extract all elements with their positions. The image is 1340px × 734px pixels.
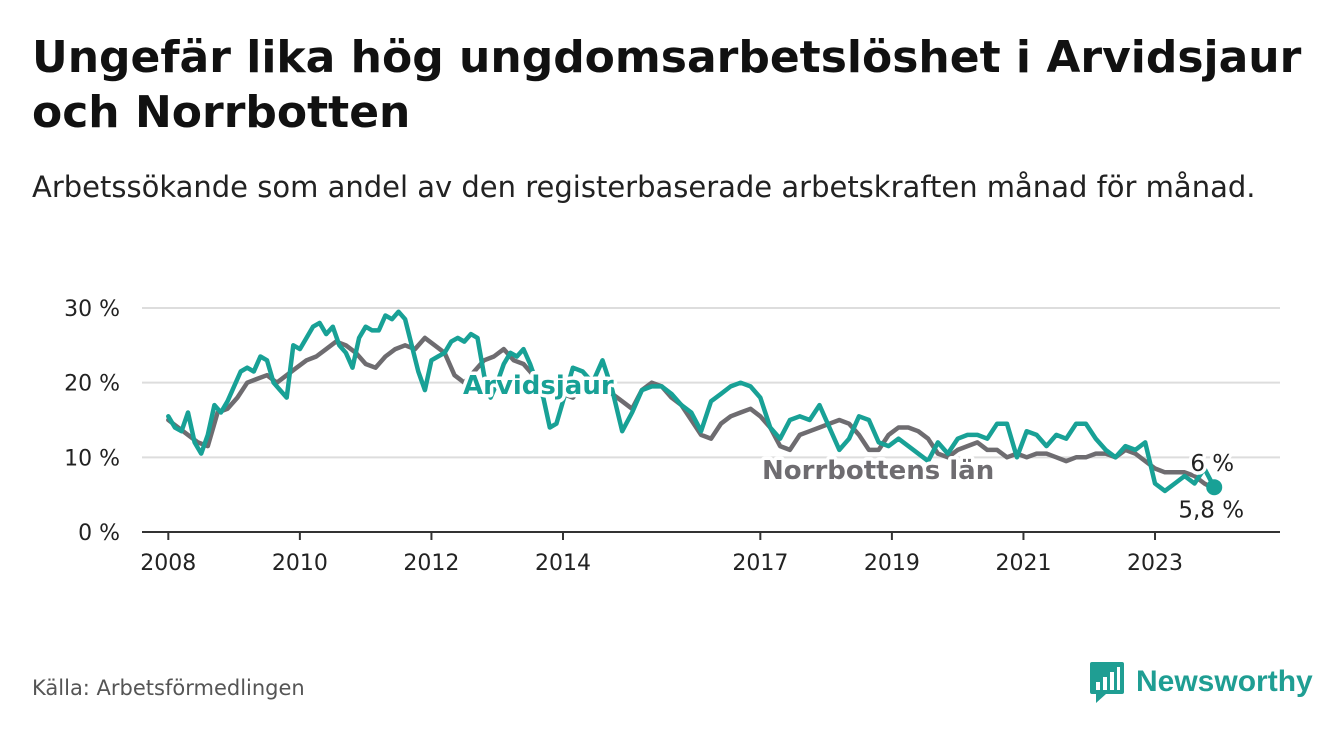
line-chart: 0 % 10 % 20 % 30 % 2008 2010 2012 2014 2017 2019 2… — [64, 297, 1280, 576]
brand-logo: Newsworthy — [1088, 660, 1313, 704]
y-tick-label: 10 % — [64, 446, 120, 471]
chart-subtitle: Arbetssökande som andel av den registerb… — [32, 170, 1256, 204]
end-value-arvidsjaur: 6 % — [1190, 451, 1234, 477]
chart-title: Ungefär lika hög ungdomsarbetslöshet i A… — [32, 32, 1302, 138]
x-tick-label: 2017 — [732, 551, 788, 576]
x-tick-label: 2014 — [535, 551, 591, 576]
chart-labels: Arvidsjaur Norrbottens län 6 % 5,8 % — [460, 368, 1248, 528]
y-tick-label: 30 % — [64, 297, 120, 322]
series-line-norrbottens-l-n — [166, 335, 1217, 491]
newsworthy-logo-icon — [1090, 662, 1124, 703]
y-tick-label: 0 % — [78, 521, 120, 546]
source-note: Källa: Arbetsförmedlingen — [32, 676, 305, 700]
axes: 0 % 10 % 20 % 30 % 2008 2010 2012 2014 2017 2019 2… — [64, 297, 1280, 576]
brand-name: Newsworthy — [1136, 665, 1313, 698]
x-tick-label: 2023 — [1127, 551, 1183, 576]
x-tick-label: 2012 — [403, 551, 459, 576]
series-label-arvidsjaur: Arvidsjaur — [463, 371, 614, 401]
series-line-arvidsjaur — [166, 309, 1217, 494]
end-value-norrbotten: 5,8 % — [1178, 498, 1244, 524]
x-tick-label: 2021 — [995, 551, 1051, 576]
series-lines — [166, 309, 1223, 496]
x-tick-label: 2010 — [272, 551, 328, 576]
x-tick-label: 2019 — [864, 551, 920, 576]
end-marker-arvidsjaur — [1206, 479, 1223, 496]
x-tick-label: 2008 — [140, 551, 196, 576]
series-label-norrbotten: Norrbottens län — [762, 456, 994, 486]
y-tick-label: 20 % — [64, 372, 120, 397]
